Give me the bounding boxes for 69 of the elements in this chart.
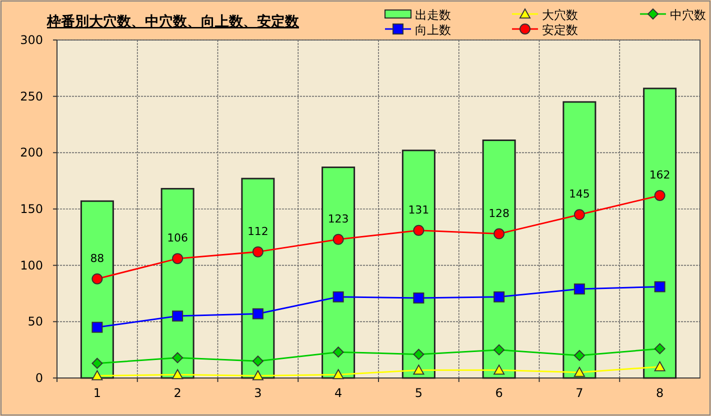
data-label: 128 (488, 206, 510, 220)
point (92, 358, 103, 369)
data-label: 88 (90, 252, 104, 265)
point (172, 352, 184, 364)
y-tick-label: 150 (20, 202, 43, 216)
point (494, 228, 505, 240)
legend-label: 出走数 (415, 8, 451, 22)
point (332, 346, 344, 358)
bar (562, 101, 596, 379)
legend-label: 大穴数 (542, 8, 578, 22)
legend-label: 中穴数 (670, 8, 706, 22)
chart-title: 枠番別大穴数、中穴数、向上数、安定数 (46, 13, 300, 30)
point (252, 308, 264, 320)
point (413, 292, 424, 304)
data-label: 106 (167, 232, 188, 245)
bar (160, 188, 194, 379)
y-tick-label: 200 (20, 146, 43, 160)
y-tick-label: 250 (20, 89, 43, 104)
x-tick-label: 5 (414, 386, 423, 400)
point (332, 291, 344, 302)
point (252, 356, 264, 367)
x-tick-label: 2 (174, 386, 182, 400)
y-tick-label: 300 (20, 33, 43, 47)
bar (482, 140, 516, 379)
data-label: 112 (247, 224, 268, 238)
point (654, 281, 666, 292)
point (654, 361, 666, 372)
x-tick-label: 6 (495, 386, 503, 400)
point (654, 190, 666, 201)
legend-label: 安定数 (542, 23, 578, 37)
bar (322, 166, 356, 379)
point (494, 344, 505, 356)
point (413, 224, 424, 236)
point (172, 253, 184, 264)
y-tick-label: 50 (28, 314, 43, 329)
x-tick-label: 4 (334, 386, 342, 400)
data-label: 162 (649, 168, 670, 182)
bar (80, 200, 114, 379)
data-label: 145 (568, 188, 590, 201)
bar (402, 150, 436, 379)
point (252, 246, 264, 258)
point (574, 350, 585, 361)
bar (643, 88, 677, 379)
point (574, 209, 585, 220)
point (654, 343, 666, 354)
x-tick-label: 1 (93, 386, 102, 400)
point (574, 366, 585, 377)
data-label: 123 (328, 212, 349, 226)
point (574, 283, 585, 294)
y-tick-label: 0 (35, 371, 43, 385)
point (494, 291, 505, 302)
data-label: 131 (408, 203, 430, 216)
y-tick-label: 100 (20, 258, 43, 272)
point (332, 369, 344, 380)
point (332, 234, 344, 245)
x-tick-label: 3 (254, 386, 262, 400)
point (172, 310, 184, 322)
point (92, 370, 103, 380)
point (494, 364, 505, 375)
point (252, 370, 264, 380)
x-tick-label: 7 (576, 386, 584, 400)
point (92, 273, 103, 284)
point (172, 369, 184, 380)
point (92, 322, 103, 333)
x-tick-label: 8 (656, 386, 664, 400)
bar (241, 178, 275, 379)
point (413, 364, 424, 375)
point (413, 348, 424, 360)
legend-label: 向上数 (415, 23, 451, 37)
